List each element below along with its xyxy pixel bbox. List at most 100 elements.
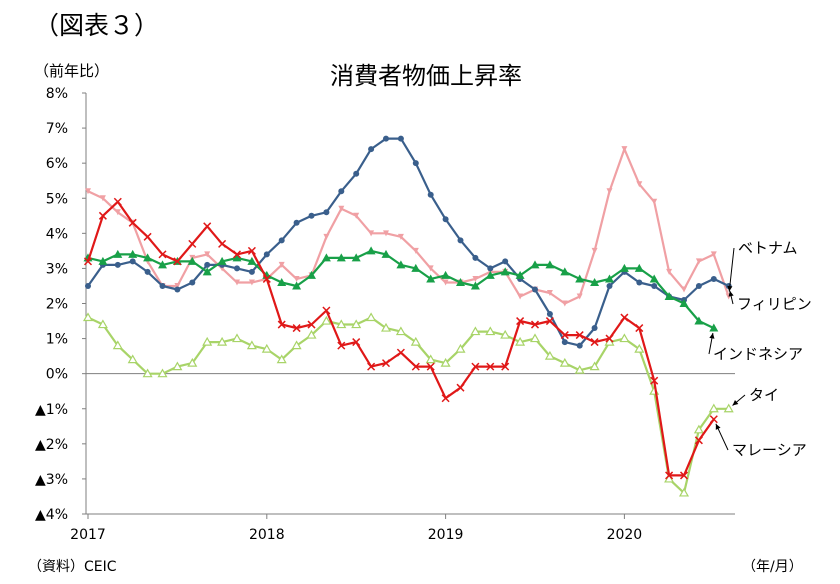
data-point [98,211,107,220]
data-point [470,326,481,336]
y-tick-label: ▲2% [35,437,68,453]
data-point [529,333,541,343]
data-point [472,275,479,282]
data-point [470,281,480,290]
data-point [380,322,392,332]
data-point [306,329,317,339]
series-line [87,316,729,494]
data-point [278,261,285,268]
source-note: （資料）CEIC [28,559,117,575]
data-point [174,286,181,293]
data-point [649,274,659,283]
data-point [710,275,717,282]
series-ベトナム [85,146,732,307]
data-point [308,212,315,219]
series-label: インドネシア [713,345,803,363]
data-point [666,268,673,275]
x-tick-label: 2020 [607,527,643,543]
data-point [293,275,300,282]
data-point [442,279,449,286]
data-point [276,354,287,364]
data-point [456,383,465,392]
data-point [293,219,300,226]
data-point [292,281,302,290]
data-point [681,286,687,293]
data-point [232,250,242,259]
data-point [395,326,406,336]
callout-arrowhead [728,290,734,297]
data-point [636,279,643,286]
data-point [351,319,362,329]
data-point [217,256,227,265]
data-point [397,233,404,240]
data-point [159,282,166,289]
data-point [456,277,465,286]
data-point [381,359,391,368]
callout-マレーシア: マレーシア [715,423,807,459]
data-point [307,320,316,329]
data-point [427,265,434,272]
data-point [502,258,509,265]
data-point [353,170,360,177]
data-point [367,362,376,371]
data-point [321,253,331,262]
y-tick-label: 2% [46,297,68,313]
data-point [99,195,106,202]
series-label: フィリピン [737,295,812,313]
data-point [546,311,553,318]
data-point [636,181,643,188]
data-point [366,312,377,322]
data-point [202,336,213,346]
y-tick-label: 1% [46,332,68,348]
data-point [129,258,136,265]
data-point [234,265,240,272]
data-point [323,233,330,240]
data-point [517,293,524,300]
series-line [87,148,730,305]
data-point [530,320,540,329]
data-point [278,237,285,244]
data-point [441,394,450,403]
data-point [262,274,271,283]
data-point [353,212,360,219]
callout-arrowhead [727,285,733,292]
y-unit-label: （前年比） [34,62,110,80]
data-point [679,299,689,307]
data-point [248,268,255,275]
y-tick-label: 8% [46,86,68,102]
data-point [368,230,375,237]
y-tick-label: 4% [46,226,68,242]
data-point [501,362,510,371]
data-point [574,364,585,374]
data-point [173,257,182,266]
data-point [561,300,568,307]
data-point [203,222,212,231]
data-point [723,403,734,413]
series-label: マレーシア [732,441,807,459]
series-label: タイ [749,386,779,404]
y-tick-label: ▲3% [35,472,68,488]
data-point [457,237,464,244]
data-point [560,331,569,340]
data-point [426,362,435,371]
data-point [412,247,419,254]
data-point [605,334,614,343]
data-point [85,188,91,195]
data-point [158,250,167,259]
data-point [143,232,152,241]
data-point [694,316,704,325]
data-point [561,339,568,346]
data-point [665,471,674,480]
data-point [83,257,93,266]
data-point [277,277,287,286]
y-tick-label: 5% [46,191,68,207]
data-point [352,338,361,347]
data-point [635,324,644,333]
data-point [351,253,361,262]
data-point [322,306,331,315]
data-point [189,279,196,286]
figure-label: （図表３） [34,11,160,40]
data-point [247,246,256,255]
data-point [204,251,211,258]
